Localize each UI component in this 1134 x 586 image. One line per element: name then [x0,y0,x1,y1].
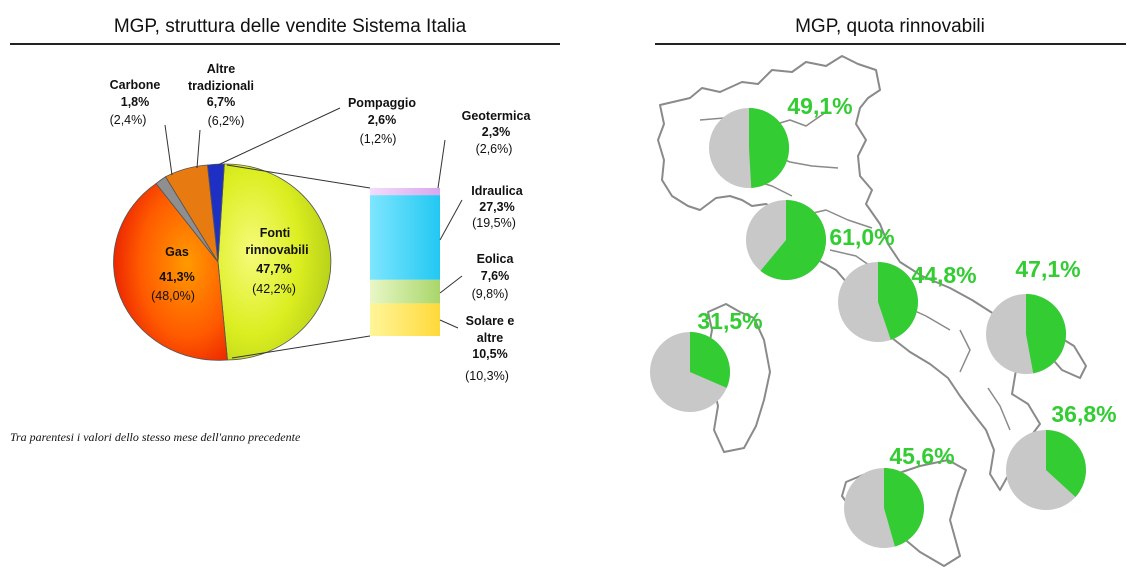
footnote: Tra parentesi i valori dello stesso mese… [10,430,301,444]
bar-segment-geotermica [370,188,440,196]
region-border-south [959,329,1011,431]
label-gas-prev: (48,0%) [151,289,195,303]
zone-label-1: 49,1% [787,93,852,119]
zone-label-7: 45,6% [889,443,954,469]
bar-segment-solare-e-altre [370,303,440,336]
label-idraulica-name: Idraulica [471,184,523,198]
label-altre-line2: tradizionali [188,79,254,93]
label-pompaggio-prev: (1,2%) [360,132,397,146]
label-pompaggio-name: Pompaggio [348,96,416,110]
label-idraulica-value: 27,3% [479,200,514,214]
label-altre-prev: (6,2%) [208,114,245,128]
left-chart-title: MGP, struttura delle vendite Sistema Ita… [113,16,467,37]
zone-label-5: 31,5% [697,308,762,334]
label-solare-value: 10,5% [472,347,507,361]
label-gas-name: Gas [165,245,189,259]
label-idraulica-prev: (19,5%) [472,216,516,230]
zone-pie-share-4 [1026,294,1067,374]
pie-slice-pompaggio [207,163,225,263]
bar-segment-idraulica [370,195,440,280]
label-eolica-prev: (9,8%) [472,287,509,301]
label-carbone-value: 1,8% [121,95,150,109]
zone-renewables-pies [650,107,1086,548]
zone-pie-share-2 [760,200,826,280]
label-carbone-prev: (2,4%) [110,113,147,127]
label-carbone-name: Carbone [110,78,161,92]
label-solare-line1: Solare e [466,314,515,328]
zone-label-3: 44,8% [911,262,976,288]
label-geotermica-value: 2,3% [482,125,511,139]
zone-label-6: 36,8% [1051,401,1116,427]
right-title-rule [655,43,1126,45]
label-altre-line1: Altre [207,62,236,76]
renewables-breakdown-bar [370,188,440,336]
right-chart-title: MGP, quota rinnovabili [795,16,985,37]
label-fonti-line2: rinnovabili [245,243,308,257]
bar-segment-eolica [370,279,440,304]
zone-label-4: 47,1% [1015,256,1080,282]
label-gas-value: 41,3% [159,270,194,284]
label-altre-value: 6,7% [207,95,236,109]
connector-line-top [226,164,371,189]
zone-pie-share-7 [884,468,924,547]
zone-pie-share-1 [749,107,790,188]
zone-pie-share-6 [1046,430,1086,498]
leader-lines [164,107,463,329]
pie-slice-gas [113,183,228,361]
connector-line-bottom [231,335,371,359]
label-pompaggio-value: 2,6% [368,113,397,127]
zone-pie-share-3 [878,262,918,340]
zone-pie-share-5 [690,332,731,388]
left-title-rule [10,43,560,45]
label-solare-prev: (10,3%) [465,369,509,383]
label-eolica-value: 7,6% [481,269,510,283]
label-fonti-prev: (42,2%) [252,282,296,296]
label-geotermica-name: Geotermica [462,109,532,123]
label-geotermica-prev: (2,6%) [476,142,513,156]
label-solare-line2: altre [477,331,503,345]
label-fonti-value: 47,7% [256,262,291,276]
label-eolica-name: Eolica [477,252,515,266]
zone-label-2: 61,0% [829,224,894,250]
label-fonti-line1: Fonti [260,226,291,240]
sales-structure-pie [113,163,332,361]
